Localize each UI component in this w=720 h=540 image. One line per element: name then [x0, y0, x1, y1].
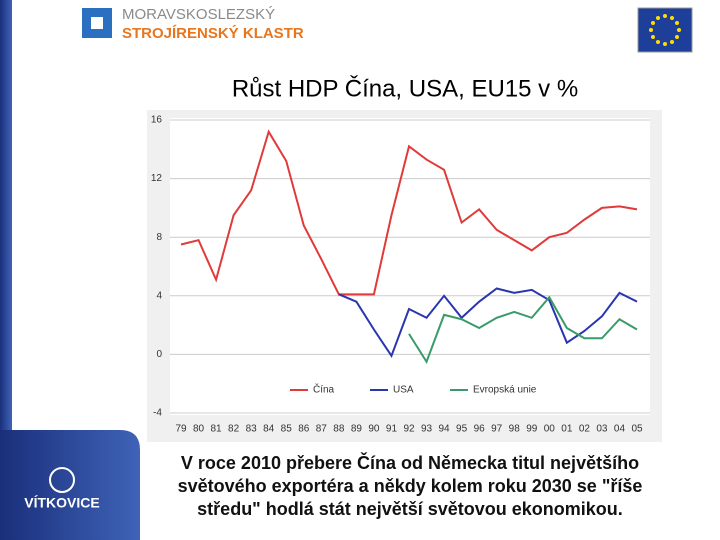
y-tick-label: 12: [151, 173, 163, 184]
y-tick-label: 0: [156, 349, 162, 360]
chart-title: Růst HDP Čína, USA, EU15 v %: [232, 74, 578, 102]
x-tick-label: 90: [368, 424, 380, 435]
footer-panel: [0, 430, 140, 540]
y-tick-label: 8: [156, 232, 162, 243]
y-tick-label: 16: [151, 115, 163, 126]
x-tick-label: 94: [439, 424, 451, 435]
x-tick-label: 00: [544, 424, 556, 435]
x-tick-label: 95: [456, 424, 468, 435]
y-tick-label: -4: [153, 408, 162, 419]
plot-area: [170, 118, 650, 415]
header-logo-inner: [91, 17, 103, 29]
x-tick-label: 97: [491, 424, 503, 435]
x-tick-label: 84: [263, 424, 275, 435]
x-tick-label: 79: [175, 424, 187, 435]
x-tick-label: 85: [281, 424, 293, 435]
x-tick-label: 87: [316, 424, 328, 435]
x-tick-label: 99: [526, 424, 538, 435]
x-tick-label: 91: [386, 424, 398, 435]
header-line2: STROJÍRENSKÝ KLASTR: [122, 24, 304, 42]
x-tick-label: 86: [298, 424, 310, 435]
x-tick-label: 05: [631, 424, 643, 435]
header-line1: MORAVSKOSLEZSKÝ: [122, 6, 275, 23]
x-tick-label: 81: [211, 424, 223, 435]
x-tick-label: 02: [579, 424, 591, 435]
footer-logo: VÍTKOVICE: [24, 495, 99, 511]
legend-label: Evropská unie: [473, 385, 537, 396]
x-tick-label: 82: [228, 424, 240, 435]
x-tick-label: 83: [246, 424, 258, 435]
x-tick-label: 93: [421, 424, 433, 435]
caption: V roce 2010 přebere Čína od Německa titu…: [177, 453, 643, 519]
x-tick-label: 03: [596, 424, 608, 435]
eu-stars: [649, 14, 681, 46]
legend-label: Čína: [313, 383, 335, 396]
x-tick-label: 88: [333, 424, 345, 435]
y-tick-label: 4: [156, 290, 162, 301]
x-tick-label: 96: [474, 424, 486, 435]
series-line: [180, 129, 638, 296]
side-strip: [0, 0, 12, 540]
x-tick-label: 04: [614, 424, 626, 435]
x-tick-label: 98: [509, 424, 521, 435]
series-line: [338, 287, 638, 359]
x-tick-label: 80: [193, 424, 205, 435]
x-tick-label: 01: [561, 424, 573, 435]
legend-label: USA: [393, 385, 414, 396]
x-tick-label: 92: [403, 424, 415, 435]
x-tick-label: 89: [351, 424, 363, 435]
series-line: [408, 295, 638, 364]
footer-logo-icon: [49, 467, 75, 493]
